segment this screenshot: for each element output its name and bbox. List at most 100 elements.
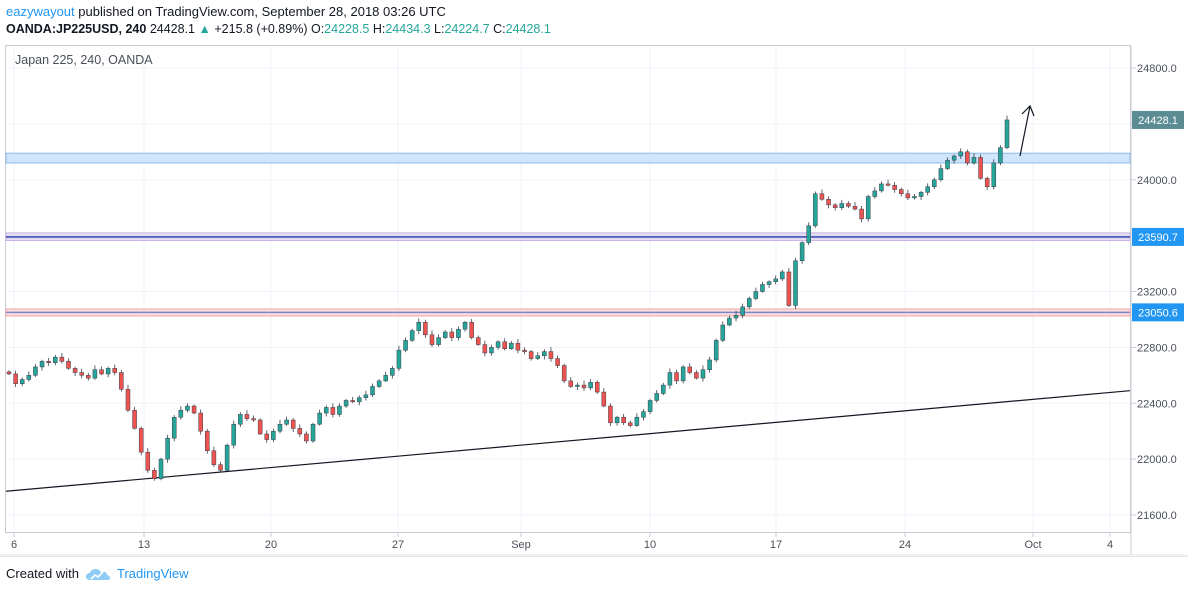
- publish-info: eazywayout published on TradingView.com,…: [6, 4, 446, 19]
- candle-up: [489, 347, 494, 354]
- candle-down: [786, 271, 792, 306]
- candle-down: [79, 372, 84, 376]
- candle-down: [476, 337, 481, 345]
- candle-up: [766, 281, 772, 285]
- candle-up: [357, 397, 362, 403]
- x-tick-label: 20: [265, 539, 277, 551]
- candle-up: [575, 384, 580, 387]
- x-tick-label: Oct: [1024, 539, 1041, 551]
- candle-up: [780, 271, 785, 280]
- price-label-bg: [1132, 303, 1184, 322]
- candle-down: [350, 400, 355, 403]
- up-arrow-icon: ▲: [198, 22, 211, 36]
- x-tick-label: 6: [11, 539, 17, 551]
- projection-arrow[interactable]: [1019, 104, 1035, 157]
- candle-down: [984, 178, 990, 187]
- x-tick-label: 13: [138, 539, 150, 551]
- candle-up: [231, 423, 236, 446]
- candle-up: [680, 366, 686, 382]
- candle-down: [218, 464, 223, 471]
- candle-down: [522, 349, 527, 352]
- candle-up: [727, 317, 732, 326]
- candle-up: [1004, 119, 1010, 148]
- candle-up: [707, 359, 712, 370]
- candle-down: [674, 372, 679, 382]
- candle-up: [370, 386, 375, 396]
- candle-down: [852, 206, 858, 210]
- tradingview-link[interactable]: TradingView: [116, 566, 189, 581]
- candle-down: [72, 368, 78, 373]
- candle-down: [132, 409, 137, 429]
- high-label: H:: [372, 22, 386, 36]
- candle-down: [892, 185, 897, 190]
- price-zones: [5, 152, 1131, 317]
- open-value: 24228.5: [324, 22, 370, 36]
- chart-pane[interactable]: [5, 45, 1131, 533]
- time-axis[interactable]: 6 13 20 27 Sep 10 17 24 Oct 4: [0, 532, 1188, 556]
- candle-up: [33, 366, 38, 376]
- candle-down: [304, 433, 309, 442]
- candle-up: [383, 375, 388, 382]
- candle-up: [178, 409, 184, 418]
- candles: [6, 115, 1010, 481]
- candle-up: [396, 349, 402, 369]
- candle-down: [119, 372, 124, 390]
- price-label: 23050.6: [1138, 307, 1178, 319]
- x-tick-label: Sep: [511, 539, 531, 551]
- footer: Created with TradingView: [6, 566, 189, 581]
- candle-down: [257, 419, 263, 435]
- candle-up: [105, 368, 111, 375]
- candle-down: [885, 183, 891, 186]
- candle-up: [185, 405, 190, 411]
- candle-up: [760, 284, 765, 292]
- candle-down: [694, 372, 699, 379]
- candle-down: [138, 428, 144, 453]
- grid-lines: [6, 46, 1130, 532]
- candle-down: [66, 361, 71, 369]
- candle-down: [145, 451, 151, 471]
- candle-up: [277, 423, 283, 432]
- candle-up: [945, 159, 950, 169]
- candle-down: [528, 351, 534, 359]
- candle-up: [912, 196, 917, 199]
- y-tick-label: 24000.0: [1137, 175, 1177, 187]
- candle-down: [601, 391, 607, 407]
- candle-up: [271, 430, 276, 440]
- y-tick-label: 21600.0: [1137, 510, 1177, 522]
- candle-up: [641, 411, 646, 418]
- support-trendline: [5, 390, 1131, 492]
- candle-up: [158, 458, 164, 479]
- candle-down: [832, 204, 838, 208]
- author-link[interactable]: eazywayout: [6, 4, 75, 19]
- candle-down: [687, 366, 693, 373]
- symbol-label: OANDA:JP225USD, 240: [6, 22, 147, 36]
- candle-down: [112, 368, 117, 373]
- trendline[interactable]: [5, 390, 1131, 492]
- created-with-text: Created with: [6, 566, 79, 581]
- candle-up: [998, 147, 1003, 164]
- candle-down: [905, 193, 911, 199]
- candle-down: [621, 416, 626, 424]
- candle-up: [26, 375, 32, 380]
- candle-down: [6, 371, 12, 375]
- candle-up: [171, 416, 177, 439]
- candle-up: [416, 321, 422, 331]
- candle-up: [92, 369, 98, 379]
- candle-down: [899, 189, 904, 194]
- candle-down: [482, 344, 488, 354]
- price-axis[interactable]: 24800.024400.024000.023600.023200.022800…: [1130, 46, 1184, 555]
- candle-down: [429, 334, 435, 345]
- candle-down: [628, 422, 633, 426]
- x-tick-label: 17: [770, 539, 782, 551]
- candle-down: [548, 351, 554, 359]
- candle-up: [991, 162, 997, 187]
- candle-up: [839, 203, 845, 208]
- candle-up: [865, 196, 871, 220]
- candle-down: [86, 375, 91, 379]
- candle-up: [284, 419, 289, 425]
- ohlc-bar: OANDA:JP225USD, 240 24428.1 ▲ +215.8 (+0…: [6, 22, 551, 36]
- x-tick-label: 24: [899, 539, 911, 551]
- candle-up: [654, 393, 659, 401]
- candle-up: [872, 190, 878, 197]
